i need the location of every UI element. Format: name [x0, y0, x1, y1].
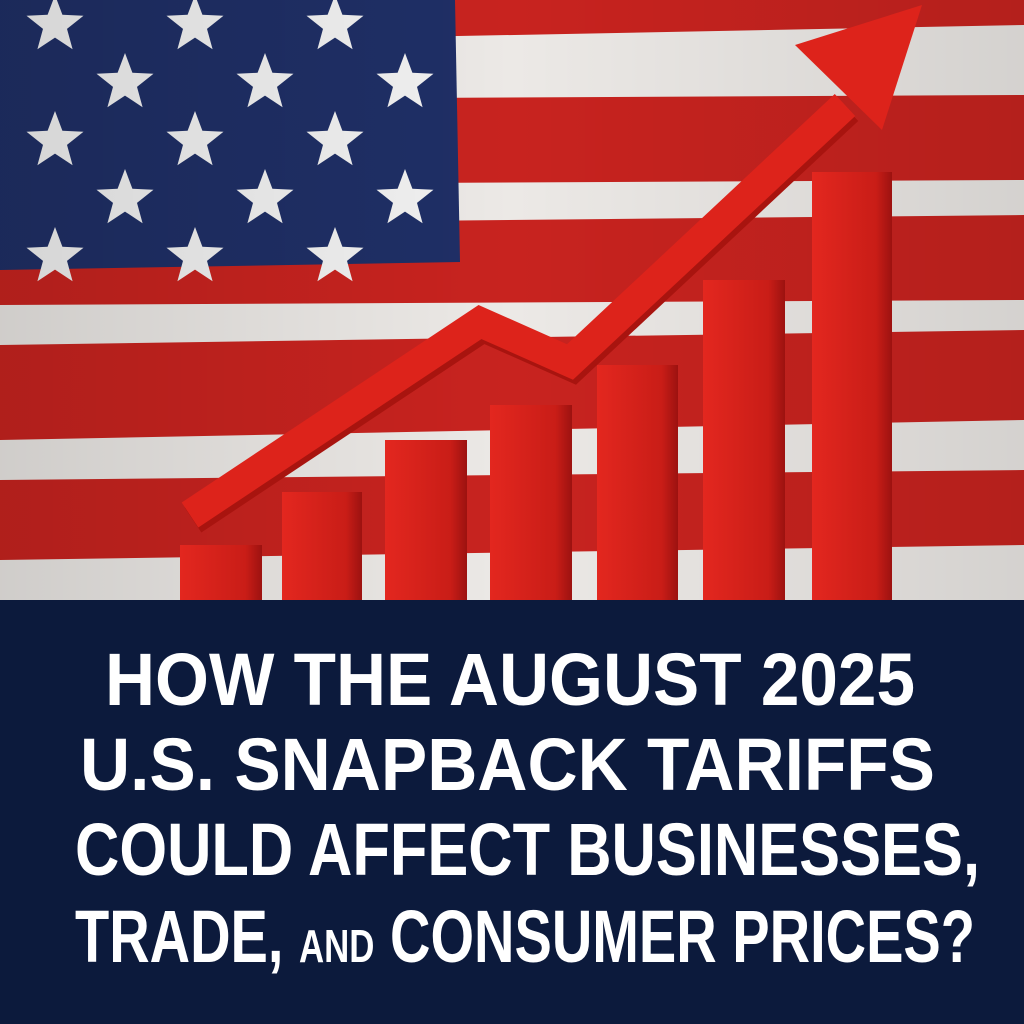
bar	[385, 440, 467, 600]
headline-line: TRADE, AND CONSUMER PRICES?	[75, 895, 975, 978]
headline-text: U.S. SNAPBACK TARIFFS	[80, 723, 935, 806]
title-panel	[0, 600, 1024, 1024]
bar	[597, 365, 678, 600]
headline-line: COULD AFFECT BUSINESSES,	[75, 808, 980, 891]
headline-text: HOW THE AUGUST 2025	[105, 638, 915, 721]
arrow-head	[795, 5, 922, 130]
headline-line: U.S. SNAPBACK TARIFFS	[80, 723, 935, 806]
bar	[812, 172, 892, 600]
headline-text: COULD AFFECT BUSINESSES,	[75, 808, 980, 891]
bar	[180, 545, 262, 600]
headline-text: CONSUMER PRICES?	[390, 895, 975, 978]
headline-line: HOW THE AUGUST 2025	[105, 638, 915, 721]
bar	[490, 405, 572, 600]
arrow-shaft	[181, 94, 856, 528]
headline-text: TRADE,	[75, 895, 283, 978]
bar	[282, 492, 362, 600]
headline: HOW THE AUGUST 2025 U.S. SNAPBACK TARIFF…	[75, 638, 980, 978]
flag-background	[0, 0, 1024, 600]
bar	[703, 280, 785, 600]
bar-illustration	[180, 172, 892, 600]
trend-arrow	[181, 5, 922, 533]
headline-connector: AND	[299, 920, 374, 972]
